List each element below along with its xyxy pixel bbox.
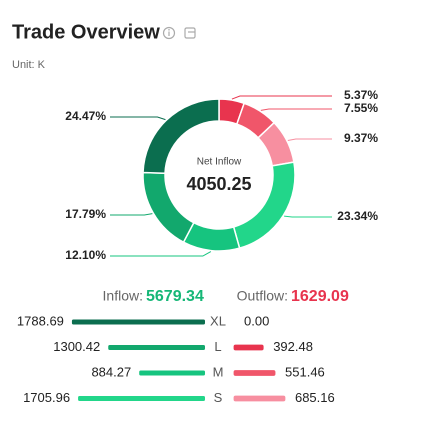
inflow-bar	[71, 319, 205, 325]
leader-line	[110, 116, 166, 121]
segment-label: 17.79%	[65, 207, 106, 221]
title: Trade Overview	[12, 21, 160, 43]
outflow-value: 392.48	[273, 339, 313, 354]
inflow-value: 1705.96	[23, 390, 70, 405]
segment-label: 9.37%	[344, 131, 378, 145]
category-label: S	[214, 390, 223, 405]
category-label: L	[214, 339, 221, 354]
leader-line	[231, 95, 332, 100]
inflow-bar	[139, 370, 205, 376]
category-label: M	[213, 364, 224, 379]
leader-line	[110, 213, 153, 216]
segment-label: 23.34%	[337, 209, 378, 223]
inflow-value: 1788.69	[17, 313, 64, 328]
leader-line	[260, 108, 332, 111]
segment-label: 24.47%	[65, 109, 106, 123]
center-label: Net Inflow	[197, 157, 242, 168]
outflow-value: 551.46	[285, 364, 325, 379]
share-icon[interactable]	[184, 27, 196, 39]
outflow-total: 1629.09	[291, 288, 349, 305]
leader-line	[287, 138, 332, 141]
segment-label: 7.55%	[344, 101, 378, 115]
segment-label: 12.10%	[65, 248, 106, 262]
inflow-bar	[78, 396, 205, 401]
donut-segment	[142, 98, 220, 174]
category-label: XL	[210, 313, 226, 328]
outflow-bar	[233, 370, 276, 376]
center-value: 4050.25	[186, 174, 251, 194]
outflow-label: Outflow:	[237, 288, 288, 304]
info-icon[interactable]	[162, 26, 176, 40]
segment-label: 5.37%	[344, 88, 378, 102]
inflow-value: 884.27	[91, 364, 131, 379]
leader-line	[110, 251, 212, 257]
inflow-total: 5679.34	[146, 288, 204, 305]
outflow-value: 685.16	[295, 390, 335, 405]
inflow-bar	[108, 345, 205, 350]
outflow-bar	[233, 344, 264, 351]
unit: Unit: K	[12, 59, 46, 71]
outflow-value: 0.00	[244, 313, 269, 328]
leader-line	[284, 215, 332, 218]
inflow-value: 1300.42	[53, 339, 100, 354]
inflow-label: Inflow:	[103, 288, 143, 304]
outflow-bar	[233, 395, 286, 402]
